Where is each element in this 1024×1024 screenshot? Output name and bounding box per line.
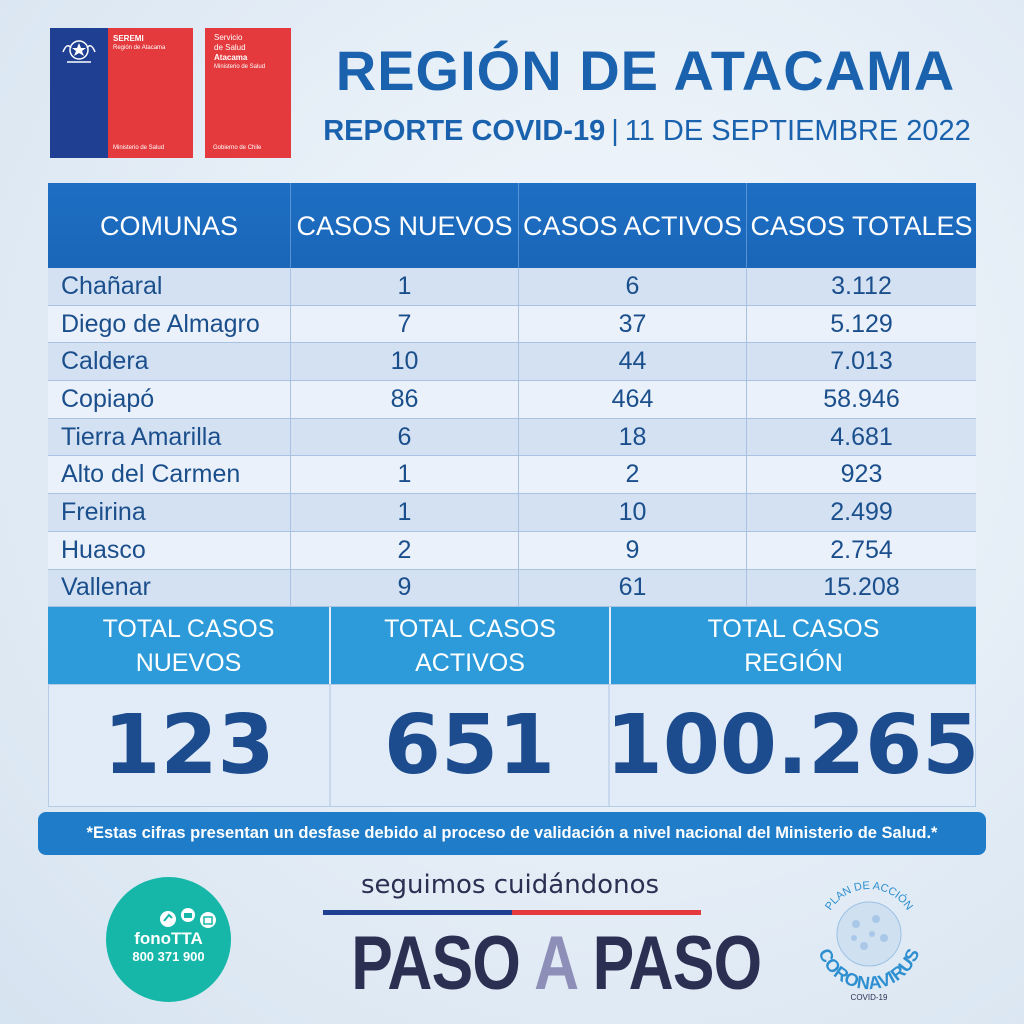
table-row: Vallenar 9 61 15.208 — [48, 569, 976, 608]
casos-activos-cell: 44 — [519, 343, 747, 381]
total-activos-label: TOTAL CASOS ACTIVOS — [331, 607, 611, 684]
table-row: Caldera 10 44 7.013 — [48, 343, 976, 382]
table-row: Diego de Almagro 7 37 5.129 — [48, 305, 976, 344]
casos-totales-cell: 7.013 — [830, 347, 893, 376]
comuna-cell: Vallenar — [48, 569, 291, 607]
casos-totales-cell: 58.946 — [823, 384, 900, 413]
chile-coat-of-arms-icon — [62, 40, 96, 63]
casos-totales-cell: 923 — [840, 460, 883, 489]
servicio-salud-logo: Servicio de Salud Atacama Ministerio de … — [205, 28, 291, 158]
casos-totales-cell: 3.112 — [831, 271, 892, 300]
comuna-cell: Tierra Amarilla — [48, 418, 291, 456]
seremi-logo-text: SEREMI Región de Atacama — [113, 34, 166, 51]
table-row: Freirina 1 10 2.499 — [48, 494, 976, 532]
comuna-cell: Diego de Almagro — [48, 305, 291, 343]
totals-panel: TOTAL CASOS NUEVOS TOTAL CASOS ACTIVOS TOT… — [48, 607, 980, 807]
casos-activos-cell: 61 — [519, 569, 747, 607]
totals-header: TOTAL CASOS NUEVOS TOTAL CASOS ACTIVOS TOT… — [48, 607, 976, 684]
total-nuevos-value: 123 — [49, 685, 331, 806]
casos-totales-cell: 15.208 — [823, 573, 900, 602]
subtitle-separator: | — [611, 115, 619, 147]
total-region-value: 100.265 — [605, 698, 980, 793]
comuna-cell: Chañaral — [48, 268, 291, 305]
column-header-casos-activos: CASOS ACTIVOS — [519, 183, 747, 268]
paso-a-paso-flag-line — [323, 910, 701, 915]
casos-totales-cell: 5.129 — [830, 309, 893, 338]
institution-logos: SEREMI Región de Atacama Ministerio de S… — [50, 28, 291, 158]
table-header: COMUNAS CASOS NUEVOS CASOS ACTIVOS CASOS… — [48, 183, 976, 268]
casos-activos-cell: 9 — [519, 531, 747, 569]
total-nuevos-label: TOTAL CASOS NUEVOS — [48, 607, 331, 684]
paso-a-paso-logo: PASO A PASO — [351, 921, 762, 1006]
report-subtitle: REPORTE COVID-19 | 11 DE SEPTIEMBRE 2022 — [307, 112, 987, 150]
casos-totales-cell: 2.499 — [830, 497, 893, 526]
report-date: 11 DE SEPTIEMBRE 2022 — [624, 115, 971, 147]
casos-nuevos-cell: 1 — [291, 456, 519, 494]
casos-totales-cell: 2.754 — [830, 535, 893, 564]
table-row: Tierra Amarilla 6 18 4.681 — [48, 418, 976, 457]
casos-nuevos-cell: 1 — [291, 494, 519, 531]
column-header-casos-nuevos: CASOS NUEVOS — [291, 183, 519, 268]
casos-activos-cell: 6 — [519, 268, 747, 305]
comuna-cell: Huasco — [48, 531, 291, 569]
casos-activos-cell: 2 — [519, 456, 747, 494]
comunas-table: COMUNAS CASOS NUEVOS CASOS ACTIVOS CASOS… — [48, 183, 976, 608]
table-row: Huasco 2 9 2.754 — [48, 531, 976, 570]
report-label: REPORTE COVID-19 — [323, 115, 606, 147]
total-activos-value: 651 — [331, 685, 610, 806]
plan-accion-coronavirus-logo: PLAN DE ACCIÓN CORONAVIRUS COVID-19 — [814, 880, 923, 1002]
casos-nuevos-cell: 10 — [291, 343, 519, 381]
health-services-icon — [160, 908, 216, 928]
table-body: Chañaral 1 6 3.112 Diego de Almagro 7 37 5.129 C… — [48, 268, 976, 608]
seremi-logo-ministry: Ministerio de Salud — [113, 145, 165, 151]
fonotta-number: 800 371 900 — [132, 949, 205, 964]
table-row: Alto del Carmen 1 2 923 — [48, 456, 976, 495]
totals-values: 123 651 100.265 — [48, 684, 980, 807]
fonotta-badge: fonoTTA 800 371 900 — [106, 877, 231, 1002]
column-header-comunas: COMUNAS — [48, 183, 291, 268]
seremi-logo: SEREMI Región de Atacama Ministerio de S… — [50, 28, 193, 158]
casos-totales-cell: 4.681 — [830, 422, 893, 451]
casos-nuevos-cell: 1 — [291, 268, 519, 305]
casos-nuevos-cell: 2 — [291, 531, 519, 569]
comuna-cell: Freirina — [48, 494, 291, 531]
comuna-cell: Copiapó — [48, 381, 291, 418]
casos-activos-cell: 10 — [519, 494, 747, 531]
covid-text: COVID-19 — [851, 993, 888, 1002]
casos-nuevos-cell: 7 — [291, 305, 519, 343]
disclaimer-note: *Estas cifras presentan un desfase debid… — [38, 812, 986, 855]
slogan: seguimos cuidándonos — [360, 870, 660, 900]
casos-activos-cell: 464 — [519, 381, 747, 418]
table-row: Chañaral 1 6 3.112 — [48, 268, 976, 306]
column-header-casos-totales: CASOS TOTALES — [750, 210, 973, 241]
casos-nuevos-cell: 86 — [291, 381, 519, 418]
table-row: Copiapó 86 464 58.946 — [48, 381, 976, 419]
total-region-label: TOTAL CASOS REGIÓN — [707, 614, 880, 677]
comuna-cell: Alto del Carmen — [48, 456, 291, 494]
casos-activos-cell: 37 — [519, 305, 747, 343]
casos-activos-cell: 18 — [519, 418, 747, 456]
servicio-logo-text: Servicio de Salud Atacama Ministerio de … — [214, 33, 266, 70]
casos-nuevos-cell: 9 — [291, 569, 519, 607]
casos-nuevos-cell: 6 — [291, 418, 519, 456]
servicio-logo-government: Gobierno de Chile — [213, 145, 262, 151]
comuna-cell: Caldera — [48, 343, 291, 381]
page-title: REGIÓN DE ATACAMA — [335, 39, 956, 102]
fonotta-name: fonoTTA — [134, 929, 203, 948]
